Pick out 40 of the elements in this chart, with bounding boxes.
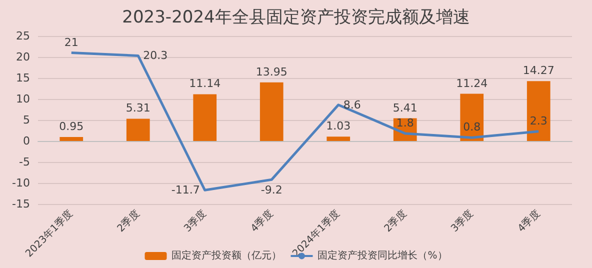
data-label: 13.95 [256,65,288,78]
data-label: 0.8 [463,120,481,134]
data-label: 20.3 [143,49,168,62]
x-tick-label: 4季度 [248,207,276,235]
y-tick-label: 5 [23,114,30,126]
bar [260,82,284,141]
legend-label: 固定资产投资同比增长（%） [318,250,448,262]
data-label: 5.41 [392,101,418,114]
data-label: -9.2 [260,184,282,197]
data-label: 14.27 [522,64,554,78]
data-label: -11.7 [171,184,200,197]
data-label: 1.03 [326,120,351,133]
data-label: 11.14 [189,77,221,90]
y-tick-label: -10 [12,176,30,190]
bar [193,94,217,141]
y-tick-label: -15 [12,198,30,210]
bar [60,137,84,141]
data-label: 0.95 [59,120,84,134]
x-tick-label: 3季度 [182,207,209,235]
y-tick-label: 15 [16,72,30,84]
bar [326,136,350,141]
x-tick-label: 4季度 [515,207,543,235]
data-label: 2.3 [530,114,548,128]
legend-label: 固定资产投资额（亿元） [172,250,282,262]
bar [526,81,550,141]
y-tick-label: 25 [16,30,30,42]
x-tick-label: 2季度 [382,207,410,235]
chart-title: 2023-2024年全县固定资产投资完成额及增速 [122,8,470,28]
data-label: 8.6 [343,98,361,112]
data-label: 21 [64,36,78,49]
y-tick-label: -5 [19,156,30,168]
y-tick-label: 0 [23,134,30,148]
bar [126,118,150,141]
y-tick-label: 10 [16,92,30,106]
data-label: 1.8 [396,116,414,130]
x-tick-label: 3季度 [448,207,476,235]
x-tick-label: 2季度 [114,207,142,235]
data-label: 5.31 [126,102,150,115]
y-tick-label: 20 [16,50,30,64]
data-label: 11.24 [456,76,488,90]
